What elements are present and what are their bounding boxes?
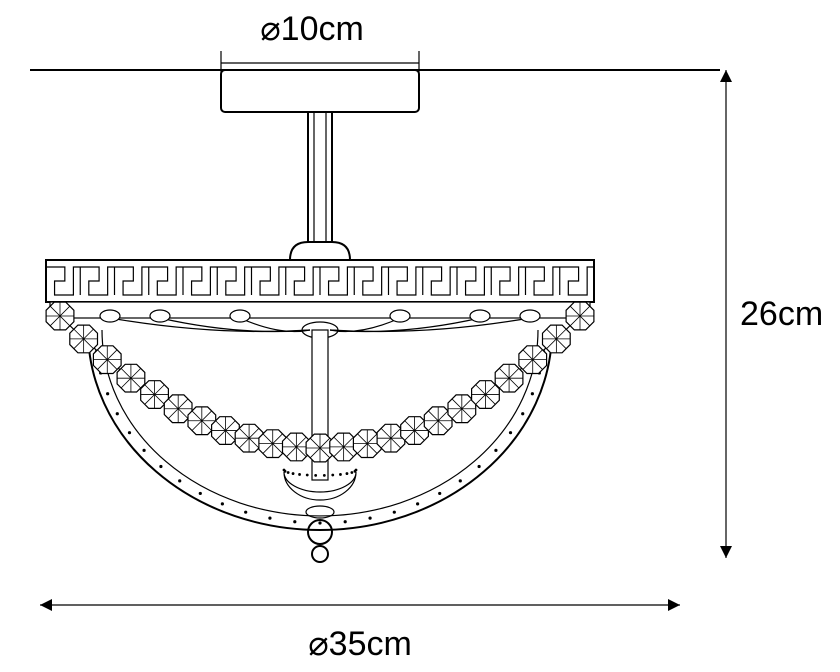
dimension-drawing: ⌀10cm 26cm ⌀35cm [0, 0, 840, 672]
crystal-bead [93, 346, 121, 374]
crystal-bead [117, 364, 145, 392]
crystal-bead [566, 302, 594, 330]
dim-label-right: 26cm [740, 295, 823, 333]
crystal-bead [543, 325, 571, 353]
spoke [330, 318, 530, 332]
dim-label-bottom: ⌀35cm [308, 625, 412, 663]
crystal-bead [70, 325, 98, 353]
under-band [50, 302, 590, 318]
dim-label-top: ⌀10cm [260, 10, 364, 48]
crystal-bead [519, 346, 547, 374]
canopy [221, 70, 419, 112]
stem [308, 112, 332, 242]
spoke [110, 318, 310, 332]
crystal-bead [472, 381, 500, 409]
stem-collar [290, 242, 350, 260]
crystal-bead [46, 302, 74, 330]
crystal-bead [495, 364, 523, 392]
spoke [330, 318, 400, 332]
spoke [240, 318, 310, 332]
